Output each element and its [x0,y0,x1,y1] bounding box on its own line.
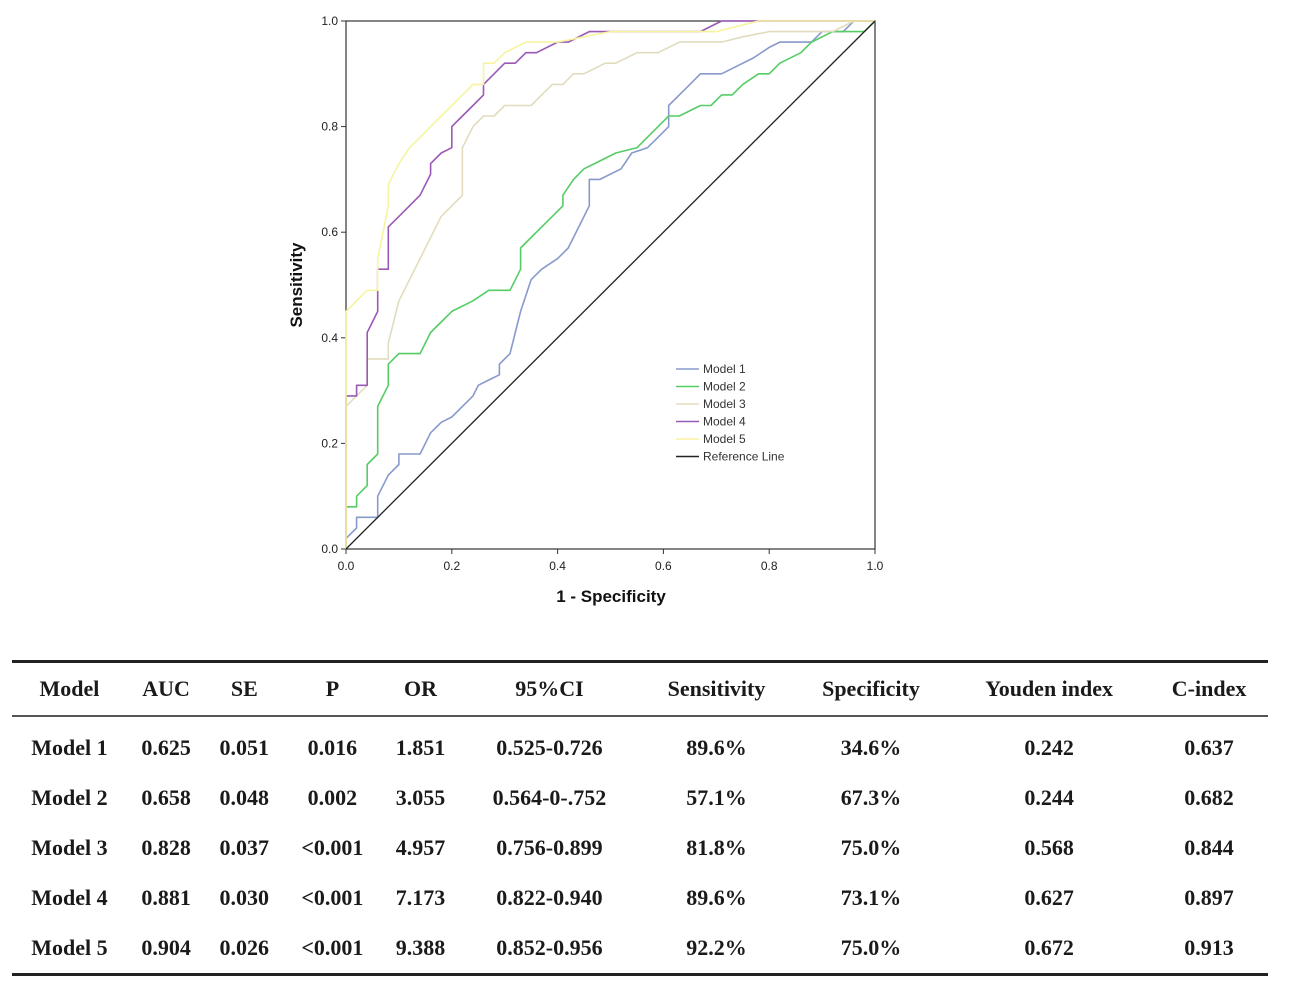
y-tick-label: 0.4 [321,331,338,345]
legend-label-model-1: Model 1 [703,362,746,376]
table-cell-se: 0.051 [219,735,270,760]
x-tick-label: 1.0 [867,559,884,573]
table-cell-se: 0.037 [219,835,270,860]
table-cell-auc: 0.625 [141,735,191,760]
y-tick-label: 0.0 [321,542,338,556]
table-cell-specificity: 34.6% [840,735,902,760]
legend-label-reference-line: Reference Line [703,450,785,464]
table-cell-auc: 0.828 [141,835,191,860]
y-tick-label: 0.6 [321,225,338,239]
x-tick-label: 0.6 [655,559,672,573]
plot-frame [345,20,876,550]
legend-label-model-3: Model 3 [703,397,746,411]
table-cell-model: Model 1 [31,735,108,760]
col-header-specificity: Specificity [793,661,949,717]
series-line-model-1 [345,20,875,549]
x-tick-label: 0.2 [443,559,460,573]
table-cell-95-ci: 0.564-0-.752 [492,785,607,810]
table-cell-model: Model 2 [31,785,108,810]
table-header-row: Model AUC SE P OR 95%CI Sensitivity Specificity… [12,661,1268,717]
table-cell-p: <0.001 [301,835,364,860]
legend: Model 1 Model 2 Model 3 Model 4 Model 5 Refer… [676,362,785,464]
table-cell-se: 0.048 [219,785,270,810]
table-cell-model: Model 5 [31,935,108,960]
x-axis-title: 1 - Specificity [556,587,666,606]
table-cell-p: 0.016 [307,735,358,760]
table-cell-model: Model 3 [31,835,108,860]
roc-chart: 0.0 0.2 0.4 0.6 0.8 1.0 0.0 0.2 0.4 0.6 0.8 1.0 1 … [287,14,884,606]
table-cell-youden-index: 0.244 [1024,785,1074,810]
table-row: Model 5 0.904 0.026 <0.001 9.388 0.852-0.956 9… [12,923,1268,975]
table-cell-c-index: 0.844 [1184,835,1234,860]
y-tick-label: 1.0 [321,14,338,28]
legend-label-model-2: Model 2 [703,380,746,394]
series-line-reference-line [345,20,876,550]
table-cell-youden-index: 0.242 [1024,735,1074,760]
table-cell-or: 4.957 [395,835,446,860]
table-cell-or: 1.851 [395,735,446,760]
table-cell-auc: 0.904 [141,935,191,960]
series-line-model-2 [345,20,876,549]
series-line-model-5 [345,20,875,549]
y-tick-label: 0.8 [321,120,338,134]
table-cell-specificity: 73.1% [840,885,902,910]
col-header-c-index: C-index [1150,661,1268,717]
col-header-auc: AUC [127,661,206,717]
col-header-95-ci: 95%CI [459,661,640,717]
table-cell-auc: 0.881 [141,885,191,910]
table-cell-95-ci: 0.756-0.899 [496,835,603,860]
table-row: Model 4 0.881 0.030 <0.001 7.173 0.822-0.940 8… [12,873,1268,923]
table-cell-p: <0.001 [301,935,364,960]
table-cell-specificity: 75.0% [840,835,902,860]
table-cell-sensitivity: 81.8% [686,835,747,860]
col-header-model: Model [12,661,127,717]
table-cell-sensitivity: 92.2% [686,935,747,960]
table-row: Model 1 0.625 0.051 0.016 1.851 0.525-0.726 89… [12,716,1268,773]
table-cell-or: 3.055 [395,785,446,810]
table-cell-c-index: 0.637 [1184,735,1234,760]
col-header-p: P [283,661,382,717]
table-cell-se: 0.026 [219,935,270,960]
table-cell-sensitivity: 89.6% [686,885,747,910]
y-tick-label: 0.2 [321,436,338,450]
col-header-sensitivity: Sensitivity [639,661,794,717]
table-cell-95-ci: 0.525-0.726 [496,735,603,760]
table-cell-youden-index: 0.568 [1024,835,1074,860]
table-cell-specificity: 75.0% [840,935,902,960]
table-cell-se: 0.030 [219,885,270,910]
series-line-model-3 [345,20,875,549]
table-cell-sensitivity: 57.1% [686,785,747,810]
table-cell-youden-index: 0.672 [1024,935,1074,960]
table-cell-c-index: 0.913 [1184,935,1234,960]
y-axis-title: Sensitivity [287,242,306,328]
x-tick-label: 0.4 [549,559,566,573]
table-cell-p: <0.001 [301,885,364,910]
table-row: Model 2 0.658 0.048 0.002 3.055 0.564-0-.752 5… [12,773,1268,823]
col-header-youden-index: Youden index [948,661,1151,717]
x-tick-label: 0.8 [761,559,778,573]
table-row: Model 3 0.828 0.037 <0.001 4.957 0.756-0.899 8… [12,823,1268,873]
table-cell-c-index: 0.897 [1184,885,1234,910]
table-cell-c-index: 0.682 [1184,785,1234,810]
table-cell-or: 9.388 [395,935,446,960]
table-cell-p: 0.002 [307,785,358,810]
legend-label-model-4: Model 4 [703,415,746,429]
x-tick-label: 0.0 [338,559,355,573]
table-cell-sensitivity: 89.6% [686,735,747,760]
table-cell-youden-index: 0.627 [1024,885,1074,910]
table-cell-specificity: 67.3% [840,785,902,810]
col-header-or: OR [381,661,460,717]
table-cell-auc: 0.658 [141,785,191,810]
col-header-se: SE [205,661,284,717]
table-cell-or: 7.173 [395,885,446,910]
table-cell-95-ci: 0.852-0.956 [496,935,603,960]
legend-label-model-5: Model 5 [703,432,746,446]
table-cell-model: Model 4 [31,885,108,910]
table-cell-95-ci: 0.822-0.940 [496,885,603,910]
model-performance-table: Model AUC SE P OR 95%CI Sensitivity Specificity… [12,660,1268,976]
